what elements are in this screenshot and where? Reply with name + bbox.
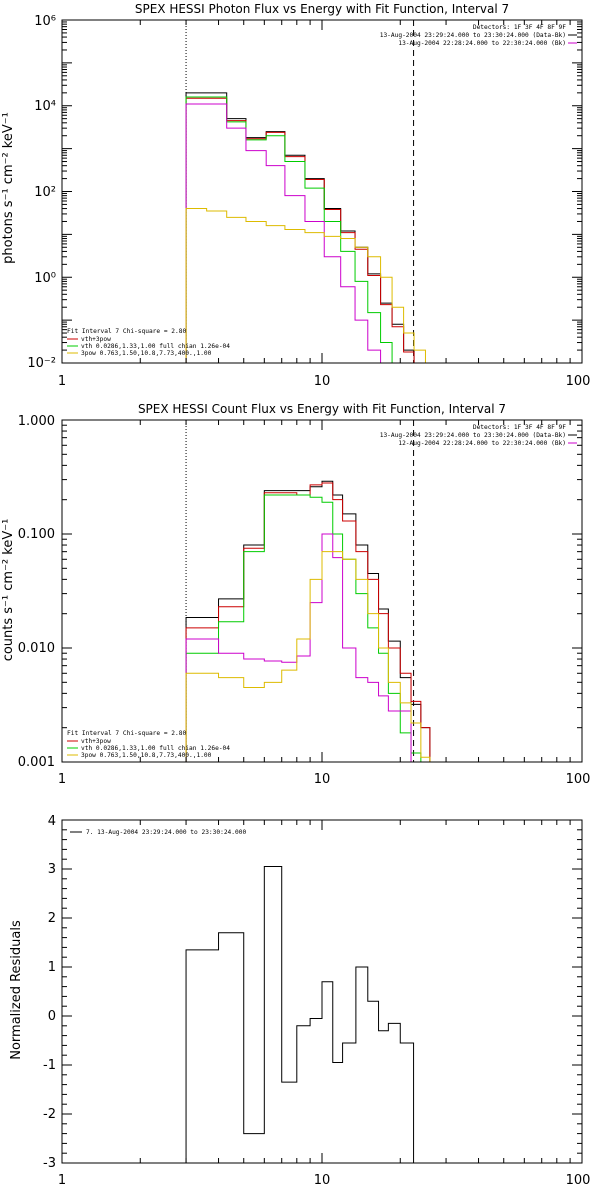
- photon-data-interval-text: 13-Aug-2004 23:29:24.000 to 23:30:24.000…: [380, 32, 566, 39]
- count-chart-title: SPEX HESSI Count Flux vs Energy with Fit…: [138, 402, 506, 416]
- residuals-y-tick-labels: -3 -2 -1 0 1 2 3 4: [43, 814, 56, 1171]
- count-series-group: [185, 480, 431, 762]
- photon-series-group: [185, 92, 426, 363]
- photon-series-0: [185, 92, 415, 363]
- photon-chart-title: SPEX HESSI Photon Flux vs Energy with Fi…: [135, 2, 509, 16]
- count-bk-interval-text: 12-Aug-2004 22:28:24.000 to 22:30:24.000…: [398, 440, 566, 447]
- residuals-y-tick-label: 2: [48, 911, 56, 926]
- photon-series-1: [185, 97, 415, 363]
- photon-vlines: [185, 20, 415, 363]
- photon-x-tick-label: 100: [566, 374, 591, 389]
- photon-legend-label: 3pow 0.763,1.50,10.8,7.73,400.,1.00: [81, 350, 212, 357]
- residuals-series-group: [185, 866, 415, 1163]
- count-top-right-info: Detectors: 1F 3F 4F 8F 9F 13-Aug-2004 23…: [380, 424, 577, 447]
- photon-y-tick-label: 10⁴: [34, 99, 56, 114]
- count-y-tick-label: 1.000: [18, 414, 55, 429]
- count-y-tick-label: 0.001: [18, 755, 55, 770]
- photon-legend-label: vth+3pow: [81, 336, 111, 343]
- count-data-interval-text: 13-Aug-2004 23:29:24.000 to 23:30:24.000…: [380, 432, 566, 439]
- residuals-y-tick-label: -2: [43, 1107, 56, 1122]
- photon-series-4: [185, 208, 426, 363]
- photon-y-tick-labels: 10⁻² 10⁰ 10² 10⁴ 10⁶: [27, 14, 56, 371]
- residuals-plot-content: [62, 820, 582, 1163]
- photon-top-right-info: Detectors: 1F 3F 4F 8F 9F 13-Aug-2004 23…: [380, 24, 577, 47]
- photon-y-tick-label: 10⁶: [34, 14, 56, 29]
- residuals-series-0: [185, 866, 415, 1163]
- count-plot-frame: [61, 419, 583, 763]
- photon-detectors-text: Detectors: 1F 3F 4F 8F 9F: [473, 24, 566, 31]
- photon-bk-interval-text: 13-Aug-2004 22:28:24.000 to 22:30:24.000…: [398, 40, 566, 47]
- count-legend-label: vth+3pow: [81, 738, 111, 745]
- photon-plot-content: [62, 20, 582, 363]
- residuals-x-tick-label: 10: [314, 1173, 331, 1188]
- residuals-y-tick-label: 3: [48, 862, 56, 877]
- count-legend: Fit Interval 7 Chi-square = 2.80 vth+3po…: [67, 730, 230, 759]
- count-x-tick-label: 10: [314, 772, 331, 787]
- residuals-y-tick-label: -1: [43, 1058, 56, 1073]
- residuals-y-tick-label: 4: [48, 814, 56, 829]
- count-plot-content: [62, 420, 582, 762]
- residuals-y-tick-label: 0: [48, 1009, 56, 1024]
- photon-legend: Fit Interval 7 Chi-square = 2.80 vth+3po…: [67, 328, 230, 357]
- residuals-x-tick-labels: 1 10 100: [58, 1173, 591, 1188]
- count-x-tick-labels: 1 10 100: [58, 772, 591, 787]
- count-y-tick-label: 0.100: [18, 527, 55, 542]
- residuals-legend: 7. 13-Aug-2004 23:29:24.000 to 23:30:24.…: [70, 829, 246, 836]
- count-flux-panel: SPEX HESSI Count Flux vs Energy with Fit…: [1, 402, 591, 787]
- count-series-3: [185, 533, 412, 762]
- count-y-axis-label: counts s⁻¹ cm⁻² keV⁻¹: [1, 519, 16, 662]
- count-legend-label: 3pow 0.763,1.50,10.8,7.73,400.,1.00: [81, 752, 212, 759]
- photon-flux-panel: SPEX HESSI Photon Flux vs Energy with Fi…: [1, 2, 591, 389]
- photon-y-tick-label: 10²: [34, 185, 56, 200]
- photon-series-3: [185, 103, 393, 363]
- residuals-y-tick-label: 1: [48, 960, 56, 975]
- photon-y-tick-label: 10⁻²: [27, 356, 56, 371]
- residuals-plot-frame: [61, 819, 583, 1164]
- count-x-tick-label: 1: [58, 772, 66, 787]
- photon-legend-header: Fit Interval 7 Chi-square = 2.80: [67, 328, 186, 335]
- count-series-0: [185, 480, 431, 762]
- residuals-y-tick-label: -3: [43, 1156, 56, 1171]
- photon-ticks: [62, 20, 582, 363]
- residuals-y-axis-label: Normalized Residuals: [9, 920, 24, 1060]
- photon-series-2: [185, 96, 405, 363]
- residuals-legend-label: 7. 13-Aug-2004 23:29:24.000 to 23:30:24.…: [86, 829, 246, 836]
- photon-y-tick-label: 10⁰: [34, 271, 56, 286]
- photon-x-tick-label: 1: [58, 374, 66, 389]
- count-y-tick-label: 0.010: [18, 641, 55, 656]
- count-vlines: [185, 420, 415, 762]
- residuals-panel: Normalized Residuals -3 -2 -1 0 1 2 3 4 …: [9, 814, 591, 1188]
- photon-plot-frame: [61, 19, 583, 364]
- count-series-2: [185, 494, 422, 762]
- photon-legend-label: vth 0.0286,1.33,1.00 full chian 1.26e-04: [81, 343, 230, 350]
- count-legend-header: Fit Interval 7 Chi-square = 2.80: [67, 730, 186, 737]
- residuals-x-tick-label: 100: [566, 1173, 591, 1188]
- photon-x-tick-labels: 1 10 100: [58, 374, 591, 389]
- count-legend-label: vth 0.0286,1.33,1.00 full chian 1.26e-04: [81, 745, 230, 752]
- count-y-tick-labels: 0.001 0.010 0.100 1.000: [18, 414, 55, 770]
- count-ticks: [62, 420, 582, 762]
- photon-x-tick-label: 10: [314, 374, 331, 389]
- count-detectors-text: Detectors: 1F 3F 4F 8F 9F: [473, 424, 566, 431]
- count-series-1: [185, 482, 431, 762]
- residuals-ticks: [62, 820, 582, 1163]
- residuals-x-tick-label: 1: [58, 1173, 66, 1188]
- count-series-4: [185, 551, 431, 762]
- count-x-tick-label: 100: [566, 772, 591, 787]
- photon-y-axis-label: photons s⁻¹ cm⁻² keV⁻¹: [1, 112, 16, 264]
